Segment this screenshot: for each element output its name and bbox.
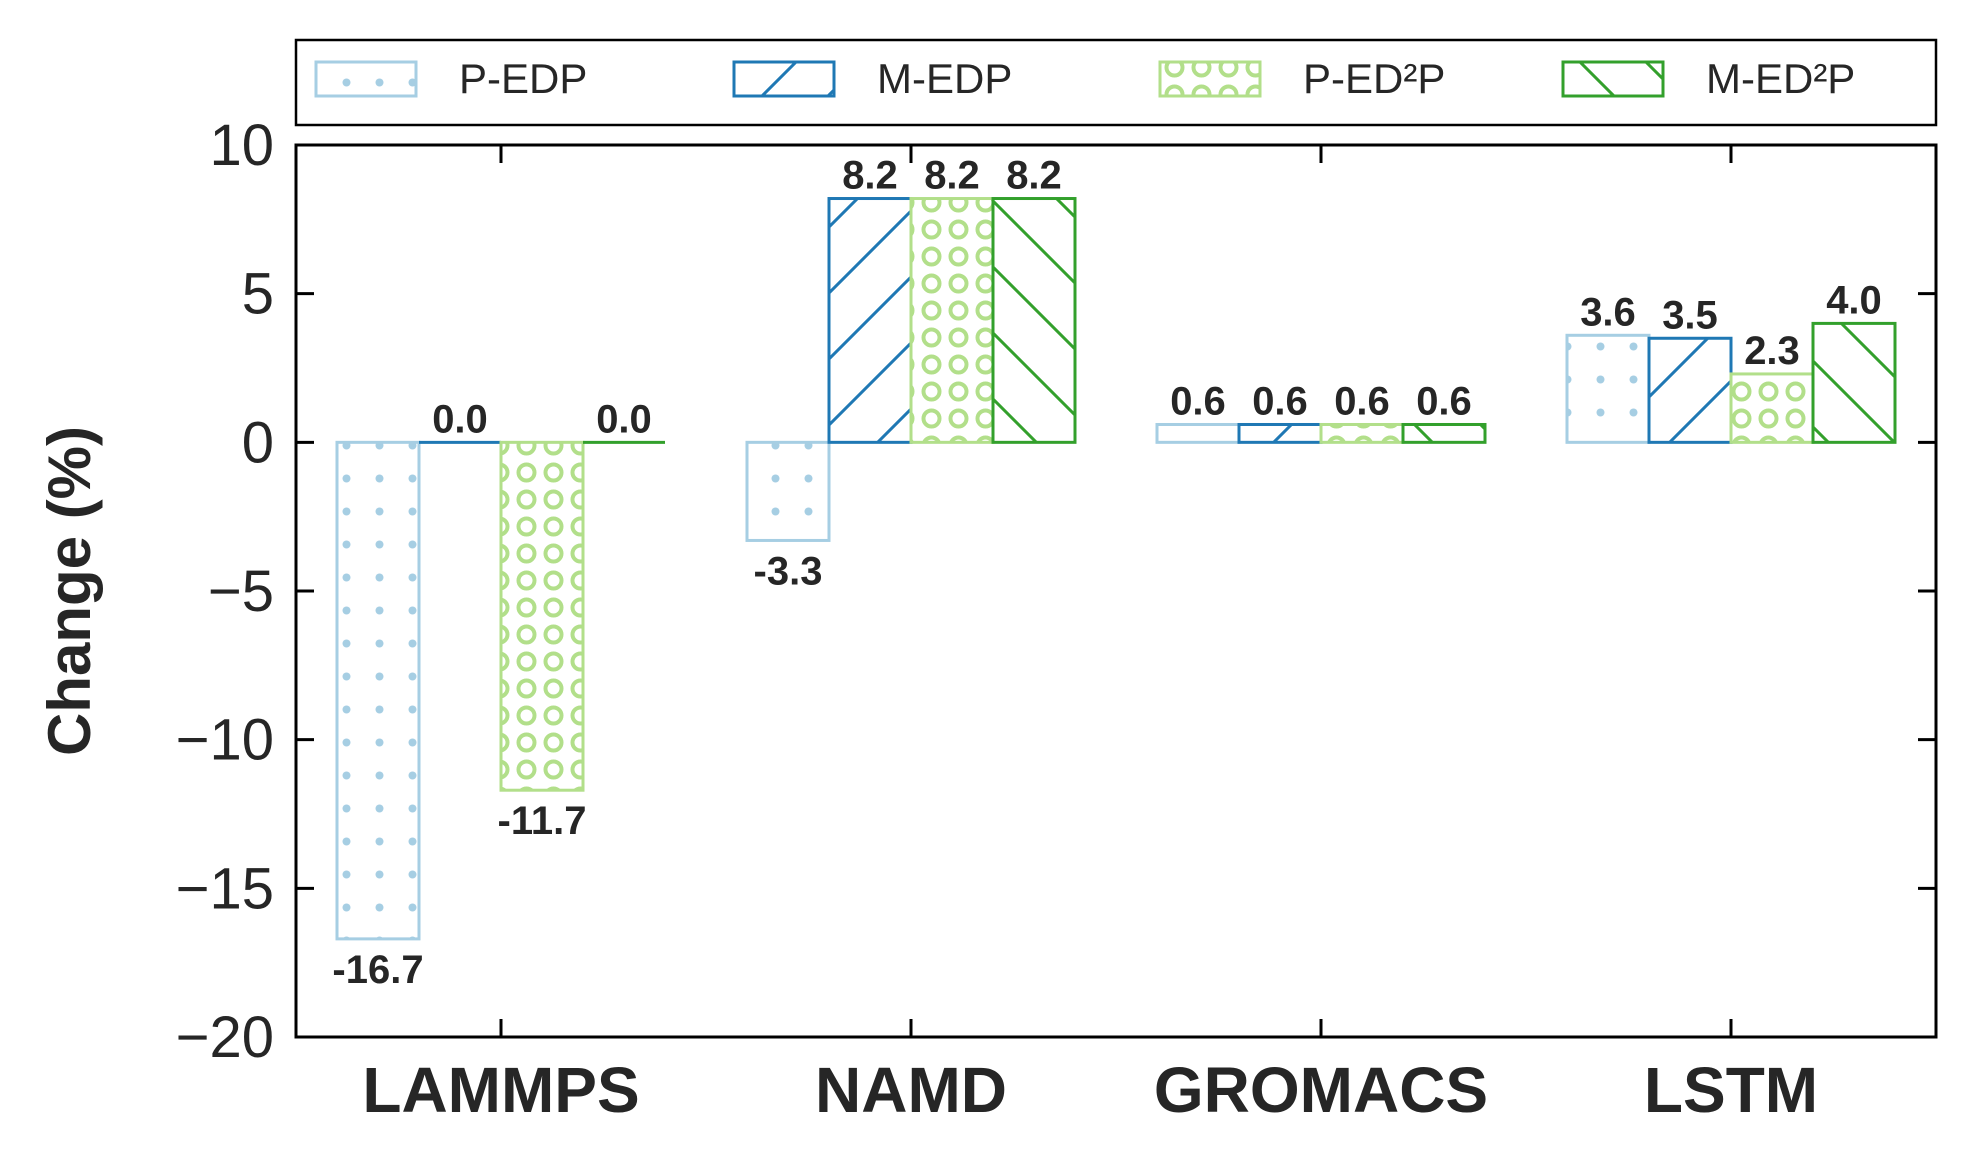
bar-p-ed2p-namd [909, 197, 995, 444]
bar-p-edp-lammps [335, 440, 421, 941]
legend-swatch-m-edp [732, 60, 836, 98]
legend-swatch-p-edp [314, 60, 418, 98]
x-tick-label-gromacs: GROMACS [1154, 1054, 1488, 1126]
legend-label-p-edp: P-EDP [459, 55, 587, 102]
data-label-m-ed2p-namd: 8.2 [1006, 154, 1062, 198]
legend: P-EDP M-EDP P-ED²P M-ED²P [294, 38, 1938, 127]
bar-p-ed2p-gromacs [1319, 422, 1405, 444]
data-label-p-edp-lammps: -16.7 [332, 948, 423, 992]
y-tick-label: 10 [209, 113, 274, 178]
legend-swatch-p-ed2p [1158, 60, 1262, 98]
data-label-m-edp-gromacs: 0.6 [1252, 379, 1308, 423]
bar-p-ed2p-lstm [1729, 372, 1815, 444]
data-label-p-ed2p-gromacs: 0.6 [1334, 379, 1390, 423]
data-label-m-ed2p-lstm: 4.0 [1826, 278, 1882, 322]
x-tick-label-lammps: LAMMPS [362, 1054, 639, 1126]
data-label-m-edp-lammps: 0.0 [432, 397, 488, 441]
legend-label-p-ed2p: P-ED²P [1303, 55, 1445, 102]
y-axis-label: Change (%) [36, 426, 103, 756]
y-tick-label: 5 [242, 262, 274, 327]
bar-m-ed2p-lstm [1811, 321, 1897, 444]
bar-p-edp-namd [745, 440, 831, 542]
data-label-p-edp-gromacs: 0.6 [1170, 379, 1226, 423]
legend-entry-m-ed2p: M-ED²P [1561, 55, 1855, 102]
legend-label-m-ed2p: M-ED²P [1706, 55, 1855, 102]
legend-entry-m-edp: M-EDP [732, 55, 1012, 102]
legend-entry-p-ed2p: P-ED²P [1158, 55, 1445, 102]
legend-entry-p-edp: P-EDP [314, 55, 587, 102]
data-label-p-ed2p-lstm: 2.3 [1744, 329, 1800, 373]
bar-p-edp-lstm [1565, 333, 1651, 444]
y-tick-label: −5 [208, 559, 274, 624]
data-label-m-ed2p-lammps: 0.0 [596, 397, 652, 441]
x-tick-label-lstm: LSTM [1644, 1054, 1818, 1126]
bar-p-ed2p-lammps [499, 440, 585, 792]
bar-m-edp-namd [827, 197, 913, 444]
bar-m-edp-gromacs [1237, 422, 1323, 444]
plot-area: -16.7 0.0 -11.7 0.0 -3.3 8.2 8.2 8.2 0.6 0.6 0.6 0.… [332, 154, 1897, 992]
bar-m-ed2p-gromacs [1401, 422, 1487, 444]
axes: 10 5 0 −5 −10 −15 −20 LAMMPS NAMD GROMACS LSTM Chan… [36, 113, 1938, 1126]
bar-m-edp-lstm [1647, 336, 1733, 444]
y-tick-label: −15 [176, 856, 274, 921]
data-label-p-edp-lstm: 3.6 [1580, 290, 1636, 334]
data-label-m-ed2p-gromacs: 0.6 [1416, 379, 1472, 423]
y-tick-label: −10 [176, 708, 274, 773]
data-label-m-edp-lstm: 3.5 [1662, 293, 1718, 337]
legend-label-m-edp: M-EDP [877, 55, 1012, 102]
legend-swatch-m-ed2p [1561, 60, 1665, 98]
y-tick-label: 0 [242, 410, 274, 475]
data-label-p-edp-namd: -3.3 [754, 549, 823, 593]
bar-p-edp-gromacs [1155, 422, 1241, 444]
data-label-p-ed2p-namd: 8.2 [924, 154, 980, 198]
bar-m-ed2p-namd [991, 197, 1077, 444]
y-tick-label: −20 [176, 1005, 274, 1070]
x-tick-label-namd: NAMD [815, 1054, 1007, 1126]
data-label-p-ed2p-lammps: -11.7 [498, 799, 587, 843]
data-label-m-edp-namd: 8.2 [842, 154, 898, 198]
